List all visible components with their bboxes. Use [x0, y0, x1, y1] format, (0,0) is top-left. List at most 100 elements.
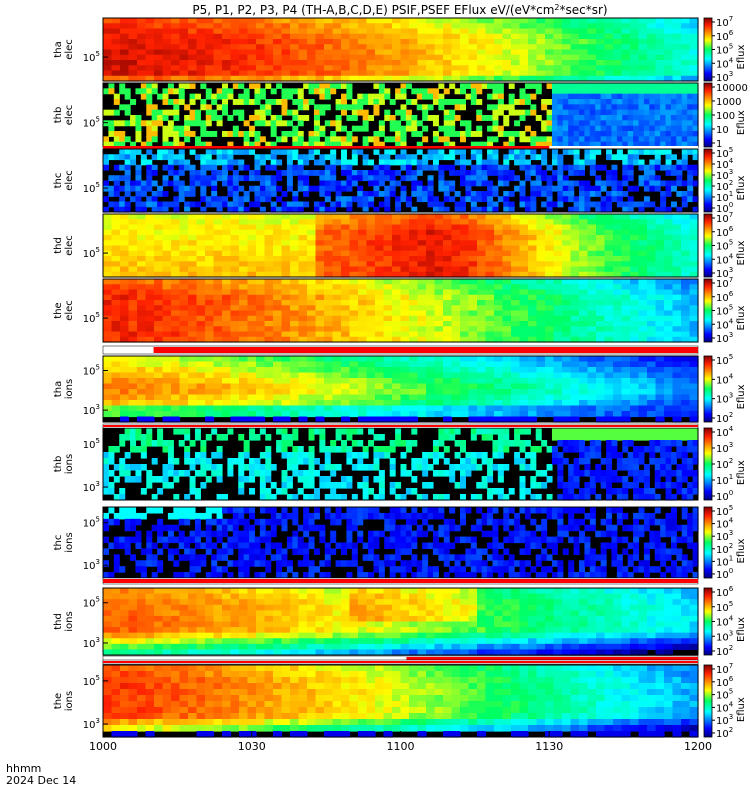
- spectrogram-cell: [487, 196, 494, 203]
- spectrogram-cell: [557, 159, 564, 166]
- spectrogram-cell: [276, 206, 283, 213]
- spectrogram-cell: [332, 378, 342, 385]
- spectrogram-cell: [216, 154, 223, 161]
- spectrogram-cell: [256, 214, 266, 220]
- spectrogram-cell: [672, 240, 682, 247]
- spectrogram-cell: [297, 88, 304, 95]
- spectrogram-cell: [536, 60, 546, 66]
- spectrogram-cell: [222, 196, 229, 203]
- spectrogram-cell: [383, 383, 393, 390]
- spectrogram-cell: [589, 191, 596, 197]
- spectrogram-cell: [375, 394, 385, 401]
- spectrogram-cell: [173, 154, 180, 161]
- spectrogram-cell: [324, 284, 334, 291]
- spectrogram-cell: [140, 88, 147, 95]
- spectrogram-cell: [113, 154, 120, 161]
- spectrogram-cell: [622, 125, 629, 132]
- spectrogram-cell: [213, 70, 223, 77]
- panel-label: theelec: [53, 300, 75, 321]
- spectrogram-cell: [184, 131, 191, 137]
- spectrogram-cell: [239, 394, 249, 401]
- spectrogram-cell: [247, 383, 257, 390]
- spectrogram-cell: [655, 336, 665, 343]
- spectrogram-cell: [451, 18, 461, 24]
- spectrogram-cell: [530, 83, 537, 89]
- spectrogram-cell: [477, 378, 487, 385]
- spectrogram-cell: [611, 191, 618, 197]
- spectrogram-cell: [154, 326, 164, 333]
- spectrogram-cell: [579, 256, 589, 262]
- spectrogram-cell: [647, 33, 657, 40]
- spectrogram-cell: [664, 75, 674, 82]
- spectrogram-cell: [324, 305, 334, 312]
- spectrogram-cell: [622, 206, 629, 213]
- spectrogram-cell: [672, 256, 682, 262]
- spectrogram-cell: [622, 191, 629, 197]
- spectrogram-cell: [468, 411, 478, 418]
- spectrogram-cell: [145, 279, 155, 285]
- spectrogram-cell: [298, 49, 308, 56]
- spectrogram-cell: [264, 389, 274, 396]
- spectrogram-cell: [103, 196, 110, 203]
- spectrogram-cell: [358, 240, 368, 247]
- spectrogram-cell: [194, 154, 201, 161]
- spectrogram-cell: [281, 310, 291, 317]
- spectrogram-cell: [103, 250, 113, 257]
- spectrogram-cell: [358, 411, 368, 418]
- spectrogram-cell: [422, 109, 429, 116]
- spectrogram-cell: [200, 154, 207, 161]
- spectrogram-cell: [502, 229, 512, 236]
- spectrogram-cell: [270, 149, 277, 155]
- spectrogram-cell: [154, 240, 164, 247]
- spectrogram-cell: [281, 104, 288, 111]
- spectrogram-cell: [613, 214, 623, 220]
- spectrogram-cell: [205, 279, 215, 285]
- spectrogram-cell: [562, 83, 569, 89]
- spectrogram-cell: [647, 315, 657, 322]
- spectrogram-cell: [497, 131, 504, 137]
- spectrogram-cell: [167, 154, 174, 161]
- spectrogram-cell: [375, 383, 385, 390]
- spectrogram-cell: [264, 240, 274, 247]
- spectrogram-cell: [179, 389, 189, 396]
- spectrogram-cell: [485, 400, 495, 407]
- spectrogram-cell: [487, 201, 494, 208]
- spectrogram-cell: [443, 405, 453, 412]
- spectrogram-cell: [672, 279, 682, 285]
- spectrogram-cell: [205, 88, 212, 95]
- spectrogram-cell: [647, 321, 657, 327]
- spectrogram-cell: [346, 136, 353, 143]
- spectrogram-cell: [494, 284, 504, 291]
- spectrogram-cell: [627, 206, 634, 213]
- spectrogram-cell: [647, 39, 657, 45]
- spectrogram-cell: [315, 279, 325, 285]
- spectrogram-cell: [647, 271, 657, 278]
- spectrogram-cell: [621, 284, 631, 291]
- spectrogram-cell: [630, 289, 640, 296]
- spectrogram-cell: [621, 219, 631, 226]
- spectrogram-cell: [162, 125, 169, 132]
- spectrogram-cell: [349, 361, 359, 368]
- spectrogram-cell: [687, 120, 694, 127]
- spectrogram-cell: [676, 206, 683, 213]
- spectrogram-cell: [508, 136, 515, 143]
- spectrogram-cell: [411, 88, 418, 95]
- spectrogram-cell: [409, 240, 419, 247]
- spectrogram-cell: [378, 93, 385, 100]
- spectrogram-cell: [689, 279, 699, 285]
- spectrogram-cell: [103, 245, 113, 252]
- spectrogram-cell: [162, 326, 172, 333]
- spectrogram-cell: [332, 229, 342, 236]
- spectrogram-cell: [476, 206, 483, 213]
- spectrogram-cell: [120, 70, 130, 77]
- spectrogram-cell: [188, 372, 198, 379]
- spectrogram-cell: [409, 336, 419, 343]
- spectrogram-cell: [665, 170, 672, 176]
- spectrogram-cell: [535, 83, 542, 89]
- spectrogram-cell: [179, 39, 189, 45]
- spectrogram-cell: [443, 125, 450, 132]
- spectrogram-cell: [530, 170, 537, 176]
- spectrogram-cell: [519, 109, 526, 116]
- spectrogram-cell: [171, 356, 181, 363]
